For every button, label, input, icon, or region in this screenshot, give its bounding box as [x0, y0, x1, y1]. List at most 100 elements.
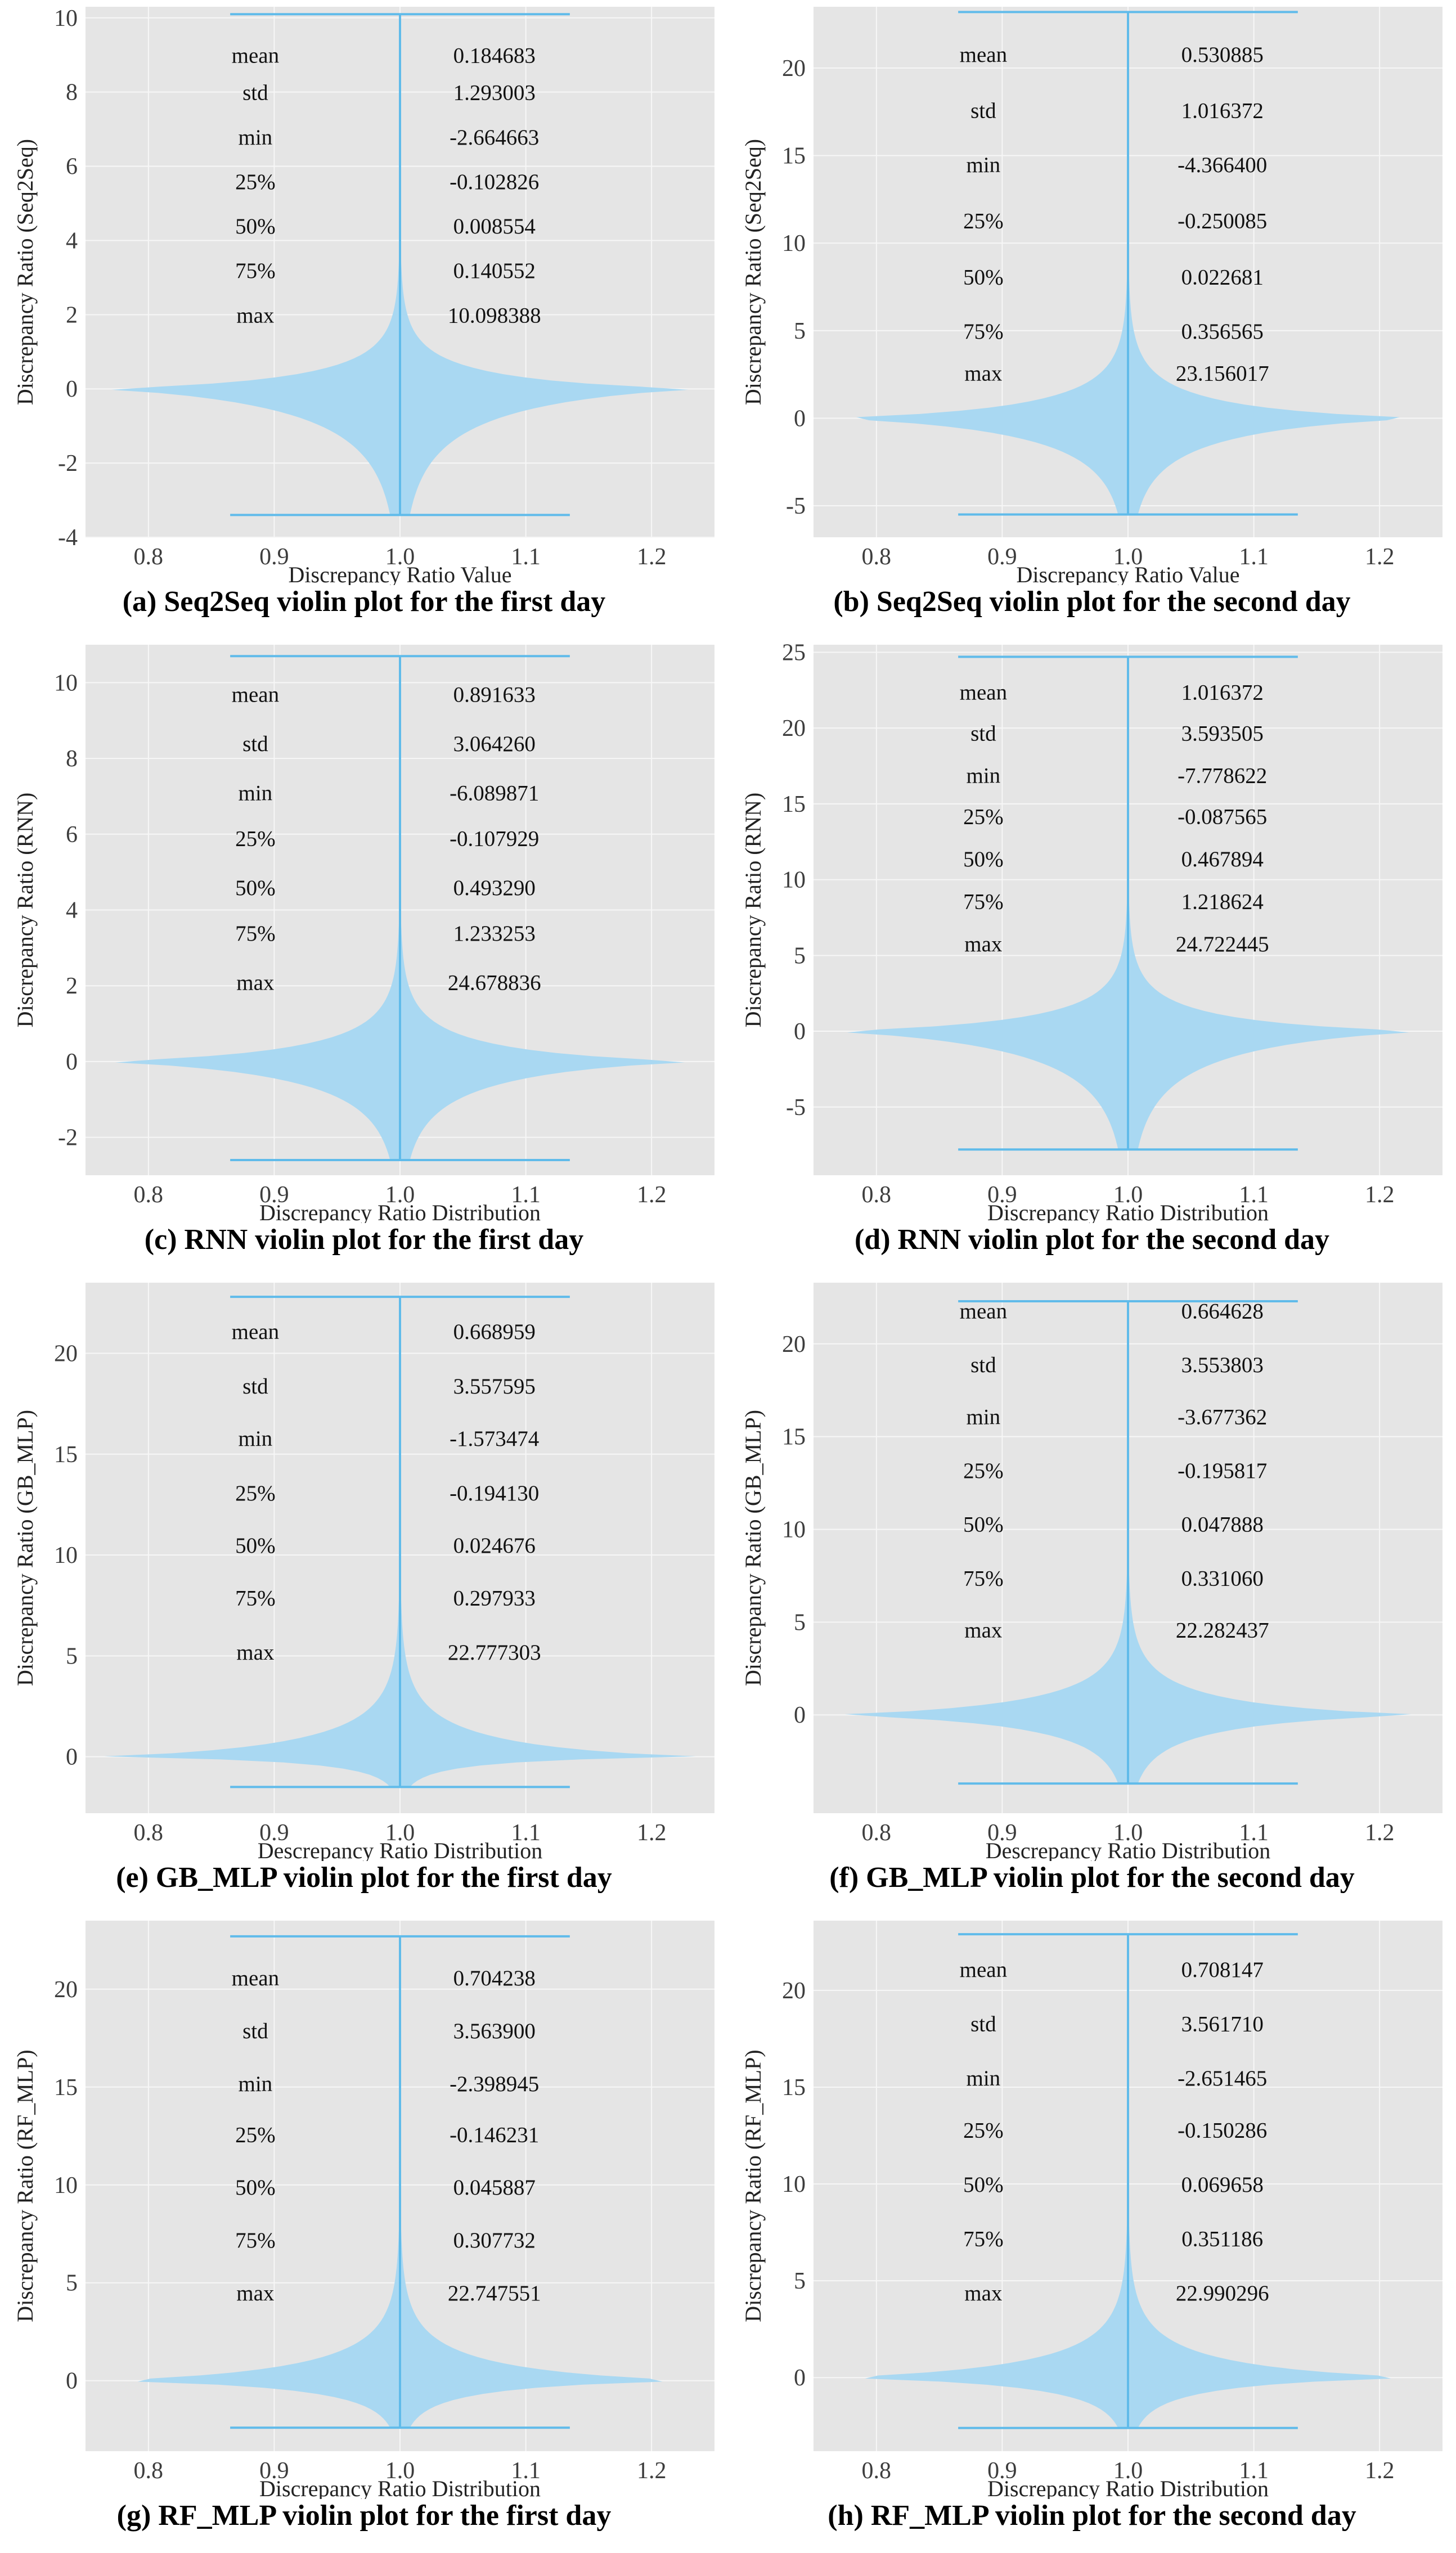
y-tick-label: 8 — [66, 80, 78, 106]
x-tick-label: 1.2 — [637, 1182, 667, 1208]
x-tick-label: 0.8 — [134, 1820, 164, 1846]
stat-label: max — [964, 932, 1003, 956]
caption-f: (f) GB_MLP violin plot for the second da… — [829, 1862, 1355, 1894]
stat-label: 75% — [235, 259, 276, 283]
stat-value: -0.087565 — [1178, 804, 1267, 829]
y-tick-label: 4 — [66, 898, 78, 924]
stat-value: 0.024676 — [453, 1534, 536, 1558]
y-tick-label: 10 — [54, 6, 78, 32]
y-tick-label: -2 — [58, 451, 78, 477]
x-tick-label: 1.0 — [385, 1182, 415, 1208]
y-tick-label: 10 — [782, 231, 806, 257]
x-tick-label: 1.2 — [1365, 2458, 1395, 2484]
stat-label: mean — [960, 1299, 1007, 1323]
y-tick-label: 20 — [54, 1977, 78, 2003]
y-tick-label: 15 — [782, 2075, 806, 2101]
stat-value: 1.233253 — [453, 922, 536, 946]
y-tick-label: -5 — [786, 1095, 806, 1121]
x-tick-label: 1.1 — [511, 544, 541, 570]
x-tick-label: 0.9 — [987, 1820, 1017, 1846]
stat-value: 3.593505 — [1181, 721, 1264, 745]
y-tick-label: -5 — [786, 493, 806, 519]
stat-value: -4.366400 — [1178, 153, 1267, 177]
stat-label: mean — [232, 1320, 279, 1344]
y-tick-label: 20 — [782, 716, 806, 741]
x-axis-title: Discrepancy Ratio Value — [289, 562, 512, 585]
stat-label: min — [967, 2066, 1001, 2091]
stat-label: mean — [960, 43, 1007, 67]
x-tick-label: 1.0 — [385, 544, 415, 570]
violin-panel-c: (c) RNN violin plot for the first day -2 0… — [0, 638, 728, 1276]
x-tick-label: 0.9 — [987, 2458, 1017, 2484]
x-tick-label: 0.8 — [862, 544, 892, 570]
caption-b: (b) Seq2Seq violin plot for the second d… — [833, 586, 1351, 618]
y-tick-label: 20 — [782, 56, 806, 82]
y-tick-label: 0 — [66, 376, 78, 402]
stat-label: max — [236, 2281, 275, 2305]
stat-label: 50% — [963, 265, 1004, 289]
violin-chart: 0 5 10 15 20 0.8 0.9 1.0 1.1 1.2 Descrepancy Ratio… — [12, 1283, 714, 1861]
x-tick-label: 1.2 — [637, 2458, 667, 2484]
stat-value: 0.668959 — [453, 1320, 536, 1344]
y-tick-label: 15 — [782, 143, 806, 169]
x-tick-label: 0.8 — [134, 2458, 164, 2484]
violin-chart: -2 0 2 4 6 8 10 0.8 0.9 1.0 1.1 1.2 Discrepancy Rati… — [12, 645, 714, 1223]
stat-label: min — [967, 764, 1001, 788]
y-tick-label: 5 — [66, 2271, 78, 2296]
stat-value: 0.351186 — [1181, 2227, 1263, 2251]
stat-label: max — [236, 1640, 275, 1665]
y-tick-label: 15 — [54, 2075, 78, 2101]
stat-value: 0.356565 — [1181, 320, 1264, 344]
caption-a: (a) Seq2Seq violin plot for the first da… — [122, 586, 606, 618]
violin-panel-h: (h) RF_MLP violin plot for the second da… — [728, 1914, 1456, 2552]
y-tick-label: 10 — [54, 2173, 78, 2199]
y-tick-label: 20 — [54, 1341, 78, 1367]
x-tick-label: 1.2 — [637, 544, 667, 570]
stat-value: -0.102826 — [450, 170, 539, 194]
y-axis-title: Discrepancy Ratio (RF_MLP) — [12, 2049, 38, 2322]
x-tick-label: 1.0 — [1113, 544, 1143, 570]
x-tick-label: 1.1 — [511, 1820, 541, 1846]
stat-label: 50% — [235, 1534, 276, 1558]
violin-chart: -4 -2 0 2 4 6 8 10 0.8 0.9 1.0 1.1 1.2 Discrepancy Ra… — [12, 6, 714, 585]
stat-value: 3.064260 — [453, 732, 536, 756]
violin-panel-e: (e) GB_MLP violin plot for the first day… — [0, 1276, 728, 1914]
y-tick-label: 0 — [794, 1702, 806, 1728]
stat-value: 0.891633 — [453, 683, 536, 707]
x-tick-label: 1.0 — [1113, 1182, 1143, 1208]
violin-chart: -5 0 5 10 15 20 25 0.8 0.9 1.0 1.1 1.2 Discrepancy R… — [740, 640, 1442, 1223]
y-tick-label: 20 — [782, 1978, 806, 2004]
stat-value: 10.098388 — [448, 303, 541, 327]
stat-value: 0.069658 — [1181, 2173, 1264, 2197]
y-tick-label: 15 — [782, 1424, 806, 1450]
stat-label: std — [242, 81, 268, 105]
stat-value: 0.045887 — [453, 2176, 536, 2200]
stat-value: 0.708147 — [1181, 1958, 1264, 1982]
stat-value: 0.530885 — [1181, 43, 1264, 67]
stat-value: 3.563900 — [453, 2019, 536, 2043]
y-tick-label: 4 — [66, 228, 78, 254]
stat-label: std — [242, 732, 268, 756]
y-tick-label: 5 — [794, 943, 806, 969]
y-tick-label: 2 — [66, 973, 78, 999]
y-tick-label: 2 — [66, 302, 78, 328]
y-tick-label: 5 — [794, 2268, 806, 2294]
x-axis-title: Discrepancy Ratio Distribution — [987, 2476, 1269, 2499]
y-axis-title: Discrepancy Ratio (Seq2Seq) — [740, 139, 766, 405]
stat-value: 0.467894 — [1181, 847, 1264, 871]
stat-label: min — [239, 781, 273, 806]
x-axis-title: Discrepancy Ratio Distribution — [259, 2476, 541, 2499]
violin-panel-d: (d) RNN violin plot for the second day -5… — [728, 638, 1456, 1276]
stat-value: -0.107929 — [450, 827, 539, 851]
stat-value: 22.747551 — [448, 2281, 541, 2305]
x-tick-label: 1.0 — [1113, 1820, 1143, 1846]
stat-label: mean — [960, 1958, 1007, 1982]
stat-label: 75% — [963, 889, 1004, 914]
y-axis-title: Discrepancy Ratio (GB_MLP) — [740, 1410, 766, 1686]
y-tick-label: 10 — [54, 670, 78, 696]
stat-value: 22.777303 — [448, 1640, 541, 1665]
stat-label: 25% — [963, 1459, 1004, 1483]
stat-value: 0.297933 — [453, 1586, 536, 1610]
y-tick-label: 6 — [66, 154, 78, 180]
